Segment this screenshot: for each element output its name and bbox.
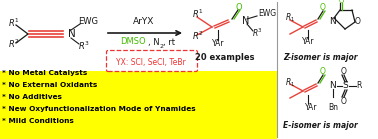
Text: YAr: YAr	[305, 102, 318, 111]
Text: EWG: EWG	[78, 18, 98, 27]
Text: , N: , N	[148, 38, 160, 47]
Text: YAr: YAr	[212, 39, 224, 48]
Text: 2: 2	[160, 44, 164, 49]
Text: DMSO: DMSO	[120, 38, 146, 47]
Text: $R^2$: $R^2$	[8, 38, 20, 50]
Text: Z-isomer is major: Z-isomer is major	[283, 54, 357, 63]
Text: O: O	[338, 0, 344, 4]
Text: $R^3$: $R^3$	[252, 27, 263, 39]
Text: EWG: EWG	[258, 9, 276, 18]
Text: $R_1$: $R_1$	[285, 12, 295, 24]
Text: $R^1$: $R^1$	[192, 8, 204, 20]
FancyBboxPatch shape	[107, 50, 197, 71]
Text: * No Additives: * No Additives	[2, 94, 62, 100]
Text: O: O	[320, 68, 326, 76]
Text: O: O	[355, 18, 361, 27]
Text: $R^2$: $R^2$	[192, 30, 204, 42]
Text: N: N	[68, 29, 76, 39]
Text: O: O	[341, 68, 347, 76]
Text: , rt: , rt	[163, 38, 175, 47]
Text: * Mild Conditions: * Mild Conditions	[2, 118, 74, 124]
Text: * New Oxyfunctionalization Mode of Ynamides: * New Oxyfunctionalization Mode of Ynami…	[2, 106, 196, 112]
Text: * No External Oxidants: * No External Oxidants	[2, 82, 97, 88]
Bar	[0, 71, 277, 139]
Text: O: O	[236, 3, 242, 12]
Text: O: O	[341, 96, 347, 106]
Text: $R^1$: $R^1$	[8, 17, 20, 29]
Text: $R^3$: $R^3$	[78, 40, 90, 52]
Text: * No Metal Catalysts: * No Metal Catalysts	[2, 70, 87, 76]
Text: R: R	[356, 80, 361, 90]
Text: YAr: YAr	[302, 38, 314, 47]
Text: 20 examples: 20 examples	[195, 54, 255, 63]
Text: E-isomer is major: E-isomer is major	[283, 121, 357, 130]
Text: O: O	[320, 3, 326, 13]
Text: N: N	[329, 80, 336, 90]
Text: N: N	[329, 17, 336, 25]
Text: N: N	[242, 16, 249, 26]
Text: $R_1$: $R_1$	[285, 77, 295, 89]
Text: YX: SCl, SeCl, TeBr: YX: SCl, SeCl, TeBr	[116, 58, 186, 66]
Text: S: S	[342, 80, 348, 90]
Text: ArYX: ArYX	[133, 18, 155, 27]
Text: Bn: Bn	[328, 102, 338, 111]
